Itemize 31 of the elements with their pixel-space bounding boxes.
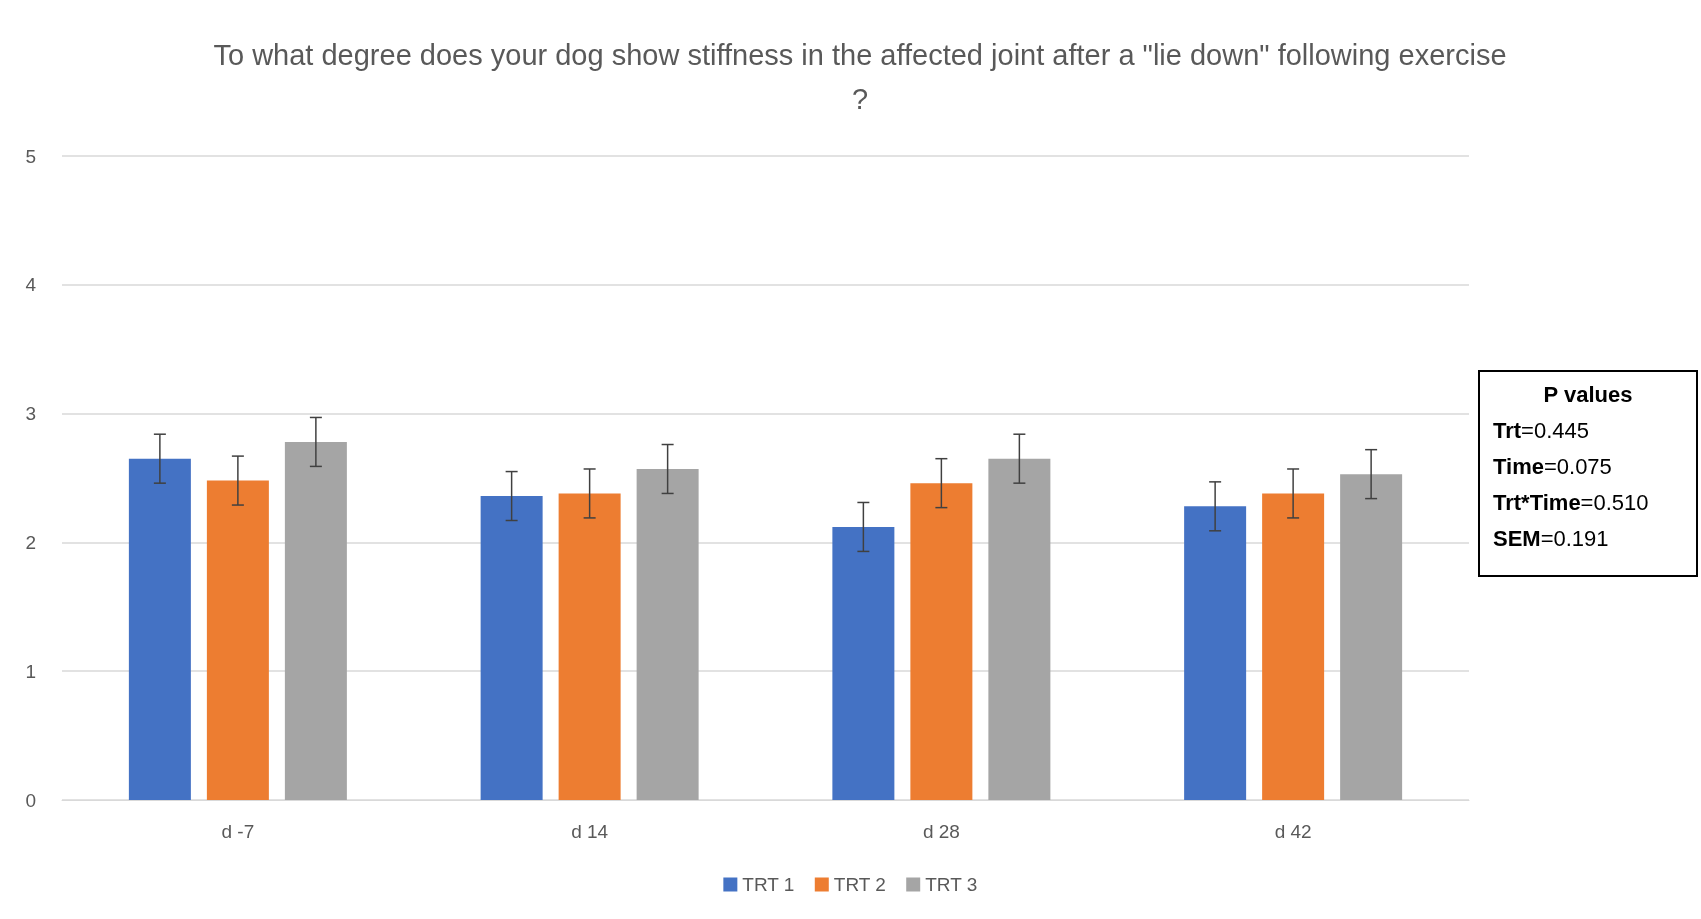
bar: [832, 526, 895, 800]
y-tick-label: 4: [25, 274, 37, 296]
legend-label: TRT 3: [925, 874, 978, 895]
text: P values: [1543, 381, 1633, 407]
bar: [480, 496, 543, 800]
bar: [1262, 493, 1325, 800]
x-tick-label: d 28: [922, 821, 960, 842]
bar: [128, 458, 191, 800]
bar: [284, 441, 347, 800]
text: Trt=0.445: [1493, 417, 1590, 443]
chart-title: To what degree does your dog show stiffness in the affected joint after a "lie down" following exercise?: [213, 39, 1507, 115]
x-tick-label: d -7: [221, 821, 255, 842]
bar: [1340, 474, 1403, 800]
y-tick-label: 5: [25, 145, 36, 167]
legend-label: TRT 1: [742, 874, 795, 895]
bar: [558, 493, 621, 800]
legend-label: TRT 2: [833, 874, 886, 895]
text: Trt*Time=0.510: [1493, 489, 1649, 515]
y-tick-label: 0: [25, 789, 36, 811]
text: SEM=0.191: [1493, 525, 1609, 551]
x-tick-label: d 14: [571, 821, 609, 842]
text: Time=0.075: [1493, 453, 1612, 479]
x-tick-label: d 42: [1274, 821, 1312, 842]
bar: [206, 480, 269, 800]
bar: [1184, 506, 1247, 800]
y-tick-label: 1: [25, 660, 36, 682]
y-tick-label: 3: [25, 403, 36, 425]
bar: [988, 458, 1051, 800]
bar: [636, 468, 699, 800]
y-tick-label: 2: [25, 531, 36, 553]
bar: [910, 483, 973, 800]
